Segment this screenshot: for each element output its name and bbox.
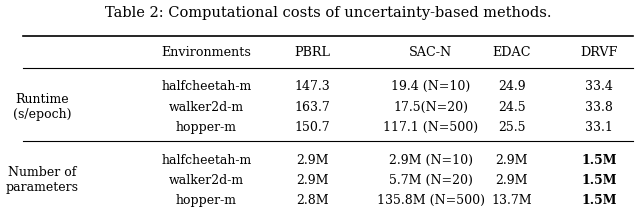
Text: halfcheetah-m: halfcheetah-m: [161, 154, 252, 167]
Text: 25.5: 25.5: [498, 121, 525, 134]
Text: 1.5M: 1.5M: [581, 174, 616, 187]
Text: 2.9M: 2.9M: [495, 154, 528, 167]
Text: 2.9M: 2.9M: [296, 154, 328, 167]
Text: 2.9M: 2.9M: [296, 174, 328, 187]
Text: 163.7: 163.7: [294, 101, 330, 113]
Text: DRVF: DRVF: [580, 46, 618, 59]
Text: 5.7M (N=20): 5.7M (N=20): [388, 174, 472, 187]
Text: 147.3: 147.3: [294, 80, 330, 93]
Text: 1.5M: 1.5M: [581, 154, 616, 167]
Text: halfcheetah-m: halfcheetah-m: [161, 80, 252, 93]
Text: EDAC: EDAC: [492, 46, 531, 59]
Text: 33.1: 33.1: [585, 121, 612, 134]
Text: 17.5(N=20): 17.5(N=20): [393, 101, 468, 113]
Text: Environments: Environments: [161, 46, 252, 59]
Text: 135.8M (N=500): 135.8M (N=500): [376, 194, 484, 207]
Text: 2.9M: 2.9M: [495, 174, 528, 187]
Text: Runtime
(s/epoch): Runtime (s/epoch): [13, 93, 72, 121]
Text: 1.5M: 1.5M: [581, 194, 616, 207]
Text: Table 2: Computational costs of uncertainty-based methods.: Table 2: Computational costs of uncertai…: [104, 6, 551, 20]
Text: 33.4: 33.4: [585, 80, 612, 93]
Text: hopper-m: hopper-m: [176, 121, 237, 134]
Text: 117.1 (N=500): 117.1 (N=500): [383, 121, 478, 134]
Text: walker2d-m: walker2d-m: [169, 174, 244, 187]
Text: 150.7: 150.7: [294, 121, 330, 134]
Text: 2.9M (N=10): 2.9M (N=10): [388, 154, 472, 167]
Text: 33.8: 33.8: [585, 101, 612, 113]
Text: 24.5: 24.5: [498, 101, 525, 113]
Text: PBRL: PBRL: [294, 46, 330, 59]
Text: walker2d-m: walker2d-m: [169, 101, 244, 113]
Text: 24.9: 24.9: [498, 80, 525, 93]
Text: Number of
parameters: Number of parameters: [6, 166, 79, 194]
Text: 13.7M: 13.7M: [492, 194, 532, 207]
Text: hopper-m: hopper-m: [176, 194, 237, 207]
Text: 2.8M: 2.8M: [296, 194, 328, 207]
Text: SAC-N: SAC-N: [409, 46, 452, 59]
Text: 19.4 (N=10): 19.4 (N=10): [391, 80, 470, 93]
